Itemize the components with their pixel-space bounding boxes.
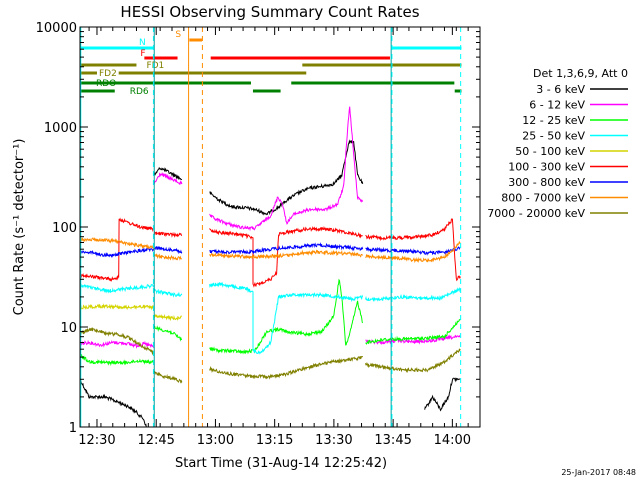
legend: Det 1,3,6,9, Att 0 3 - 6 keV 6 - 12 keV 12 …	[487, 67, 628, 220]
series-line-100-300-kev-3	[365, 218, 461, 282]
y-tick-label-1: 1	[69, 421, 77, 436]
series-line-6-12-kev-0	[79, 339, 155, 349]
series-line-25-50-kev-2	[209, 281, 364, 355]
series-line-100-300-kev-1	[153, 230, 183, 238]
series-line-100-300-kev-0	[79, 217, 155, 282]
legend-label-7000-20000-kev: 7000 - 20000 keV	[487, 207, 585, 220]
series-line-300-800-kev-3	[365, 246, 461, 256]
flag-rdo: RDO	[80, 79, 455, 89]
legend-label-3-6-kev: 3 - 6 keV	[536, 83, 585, 96]
flag-label-f: F	[140, 49, 145, 59]
series-line-12-25-kev-2	[209, 278, 364, 355]
series-300-800-kev	[79, 242, 461, 259]
series-7000-20000-kev	[79, 326, 461, 384]
y-axis-label: Count Rate (s⁻¹ detector⁻¹)	[12, 139, 27, 316]
legend-label-300-800-kev: 300 - 800 keV	[508, 176, 585, 189]
legend-label-25-50-kev: 25 - 50 keV	[522, 130, 585, 143]
flag-n: N	[80, 38, 462, 50]
series-line-3-6-kev-3	[424, 377, 461, 412]
series-line-50-100-kev-1	[153, 313, 183, 322]
flag-label-fd1: FD1	[146, 61, 164, 71]
x-axis-label: Start Time (31-Aug-14 12:25:42)	[175, 456, 387, 471]
series-line-7000-20000-kev-0	[79, 326, 155, 356]
flag-s: S	[175, 30, 203, 42]
legend-label-100-300-kev: 100 - 300 keV	[508, 161, 585, 174]
x-tick-label-13-30: 13:30	[315, 433, 352, 448]
flag-label-rdo: RDO	[96, 79, 116, 89]
series-line-7000-20000-kev-1	[153, 370, 183, 384]
series-line-6-12-kev-1	[153, 172, 183, 185]
x-tick-label-13-15: 13:15	[256, 433, 293, 448]
series-line-25-50-kev-1	[153, 288, 183, 298]
legend-header: Det 1,3,6,9, Att 0	[533, 67, 628, 80]
y-tick-label-10000: 10000	[36, 21, 77, 36]
series-line-800-7000-kev-1	[154, 253, 182, 261]
flag-fd2: FD2	[80, 69, 307, 79]
legend-label-50-100-kev: 50 - 100 keV	[515, 145, 585, 158]
series-800-7000-kev	[79, 237, 461, 264]
legend-label-6-12-kev: 6 - 12 keV	[529, 99, 585, 112]
series-line-800-7000-kev-3	[365, 240, 461, 264]
vertical-markers	[80, 27, 462, 427]
footer-date: 25-Jan-2017 08:48	[561, 468, 636, 477]
axis-ticks: 12:30 12:45 13:00 13:15 13:30 13:45 14:00 1 10 10…	[36, 21, 480, 448]
series-line-100-300-kev-2	[209, 225, 363, 288]
series-line-800-7000-kev-0	[79, 237, 155, 250]
legend-label-800-7000-kev: 800 - 7000 keV	[501, 192, 585, 205]
x-tick-label-13-45: 13:45	[374, 433, 411, 448]
series-line-300-800-kev-1	[154, 245, 183, 255]
flag-f: F	[140, 49, 390, 60]
series-line-300-800-kev-2	[209, 242, 364, 256]
y-tick-label-1000: 1000	[44, 121, 77, 136]
series-line-7000-20000-kev-3	[365, 348, 461, 374]
y-tick-label-10: 10	[60, 321, 77, 336]
series-line-3-6-kev-1	[153, 166, 183, 181]
series-layer	[79, 106, 461, 428]
series-25-50-kev	[79, 281, 461, 355]
flag-label-fd2: FD2	[99, 69, 117, 79]
flag-label-n: N	[139, 38, 146, 48]
series-line-50-100-kev-0	[79, 303, 155, 311]
series-line-3-6-kev-2	[209, 139, 364, 216]
series-line-25-50-kev-3	[365, 287, 461, 302]
x-tick-label-13-00: 13:00	[197, 433, 234, 448]
series-12-25-kev	[79, 278, 461, 367]
flag-label-rd6: RD6	[130, 87, 149, 97]
series-line-300-800-kev-0	[79, 247, 155, 259]
series-100-300-kev	[79, 217, 461, 288]
x-tick-label-12-30: 12:30	[78, 433, 115, 448]
series-line-6-12-kev-2	[209, 106, 364, 232]
series-line-3-6-kev-0	[79, 378, 147, 428]
series-line-12-25-kev-1	[154, 325, 182, 342]
flag-label-s: S	[175, 30, 181, 40]
legend-label-12-25-kev: 12 - 25 keV	[522, 114, 585, 127]
x-tick-label-14-00: 14:00	[434, 433, 471, 448]
series-line-800-7000-kev-2	[209, 249, 364, 260]
series-3-6-kev	[79, 139, 461, 428]
series-line-25-50-kev-0	[79, 283, 155, 294]
y-tick-label-100: 100	[52, 221, 77, 236]
series-line-7000-20000-kev-2	[209, 355, 364, 380]
series-line-12-25-kev-0	[79, 352, 155, 367]
chart-title: HESSI Observing Summary Count Rates	[120, 3, 419, 21]
series-line-12-25-kev-3	[365, 318, 461, 345]
x-tick-label-12-45: 12:45	[137, 433, 174, 448]
series-50-100-kev	[79, 303, 183, 322]
flag-fd1: FD1	[80, 61, 462, 71]
